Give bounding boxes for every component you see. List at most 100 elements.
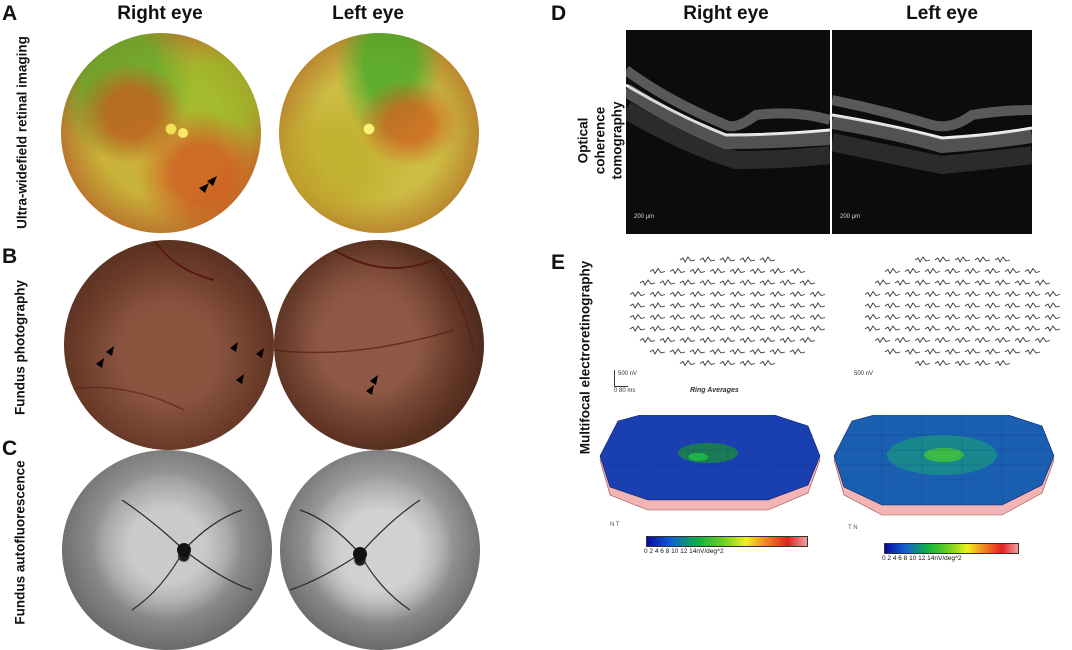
mferg-scale-bar-right-h <box>614 386 628 387</box>
mferg-trace <box>944 348 961 355</box>
mferg-trace <box>789 291 806 297</box>
label-oct: Optical coherence tomography <box>575 86 626 196</box>
mferg-trace <box>679 337 696 343</box>
mferg-trace <box>809 302 826 309</box>
mferg-trace <box>984 325 1001 332</box>
mferg-trace <box>719 256 736 263</box>
mferg-trace <box>914 360 931 366</box>
mferg-trace <box>984 268 1001 274</box>
mferg-trace <box>1044 302 1061 309</box>
mferg-trace <box>709 291 726 297</box>
mferg-trace <box>689 268 706 274</box>
mferg-trace <box>629 291 646 297</box>
retina-layers <box>626 65 830 170</box>
mferg-trace <box>749 325 766 332</box>
mferg-trace <box>924 325 941 332</box>
mferg-traces-right-eye <box>629 256 826 366</box>
label-fundus-photography: Fundus photography <box>12 280 28 415</box>
mferg-trace <box>769 291 786 297</box>
mferg-3d-plot-left-eye <box>833 415 1055 516</box>
mferg-trace <box>699 256 716 263</box>
uwf-image-right-eye <box>61 33 261 233</box>
mferg-trace <box>884 291 901 297</box>
mferg-trace <box>799 337 816 343</box>
mferg-trace <box>769 314 786 320</box>
mferg-trace <box>729 268 746 274</box>
label-mferg: Multifocal electroretinography <box>577 260 593 455</box>
label-oct-line2: tomography <box>609 101 625 180</box>
mferg-trace <box>994 337 1011 343</box>
uwf-image-left-eye <box>279 33 479 233</box>
mferg-trace <box>769 348 786 355</box>
mferg-trace <box>659 337 676 343</box>
colorbar-left <box>884 543 1019 554</box>
mferg-trace <box>719 360 736 366</box>
header-right-eye-left-panels: Right eye <box>117 3 203 24</box>
arrowheads <box>64 240 264 411</box>
mferg-trace <box>749 302 766 309</box>
mferg-trace <box>699 360 716 366</box>
mferg-trace <box>884 348 901 355</box>
mferg-trace <box>759 256 776 263</box>
mferg-trace <box>729 314 746 320</box>
mferg-trace <box>629 314 646 320</box>
mferg-trace <box>1044 314 1061 320</box>
mferg-trace <box>709 268 726 274</box>
mferg-trace <box>904 268 921 274</box>
mferg-trace <box>964 302 981 309</box>
mferg-trace <box>924 291 941 297</box>
mferg-trace <box>1034 279 1051 286</box>
mferg-trace <box>864 314 881 320</box>
mferg-trace <box>679 279 696 286</box>
mferg-trace <box>924 348 941 355</box>
mferg-trace <box>809 314 826 320</box>
mferg-trace <box>904 291 921 297</box>
mferg-trace <box>789 302 806 309</box>
orientation-left: T N <box>848 525 858 531</box>
mferg-trace <box>729 302 746 309</box>
mferg-trace <box>669 291 686 297</box>
mferg-traces-left-eye <box>864 256 1061 366</box>
mferg-trace <box>649 325 666 332</box>
mferg-trace <box>669 302 686 309</box>
mferg-trace <box>1024 291 1041 297</box>
mferg-trace <box>769 302 786 309</box>
mferg-trace <box>689 314 706 320</box>
mferg-trace <box>809 291 826 297</box>
mferg-trace <box>914 279 931 286</box>
header-right-eye-oct: Right eye <box>683 3 769 24</box>
mferg-trace <box>669 348 686 355</box>
mferg-trace <box>904 314 921 320</box>
mferg-trace <box>1044 325 1061 332</box>
mferg-scale-nv-left: 500 nV <box>854 371 874 377</box>
mferg-trace <box>934 337 951 343</box>
mferg-trace <box>739 360 756 366</box>
mferg-trace <box>884 302 901 309</box>
mferg-trace <box>769 325 786 332</box>
oct-scan-right-eye: 200 µm <box>626 30 830 234</box>
mferg-trace <box>749 314 766 320</box>
mferg-trace <box>934 360 951 366</box>
mferg-trace <box>769 268 786 274</box>
mferg-trace <box>659 279 676 286</box>
panel-letter-e: E <box>551 251 566 274</box>
mferg-trace <box>1004 325 1021 332</box>
faf-image-left-eye <box>280 450 480 650</box>
mferg-trace <box>924 302 941 309</box>
mferg-trace <box>1034 337 1051 343</box>
mferg-trace <box>1014 279 1031 286</box>
mferg-trace <box>944 314 961 320</box>
mferg-trace <box>984 348 1001 355</box>
mferg-trace <box>699 279 716 286</box>
mferg-trace <box>984 302 1001 309</box>
mferg-trace <box>749 268 766 274</box>
mferg-trace <box>964 325 981 332</box>
header-left-eye-left-panels: Left eye <box>332 3 404 24</box>
mferg-3d-plot-right-eye <box>599 415 821 511</box>
mferg-trace <box>1024 325 1041 332</box>
mferg-trace <box>994 360 1011 366</box>
mferg-trace <box>994 279 1011 286</box>
mferg-trace <box>709 302 726 309</box>
vessels <box>121 499 253 611</box>
mferg-trace <box>649 302 666 309</box>
